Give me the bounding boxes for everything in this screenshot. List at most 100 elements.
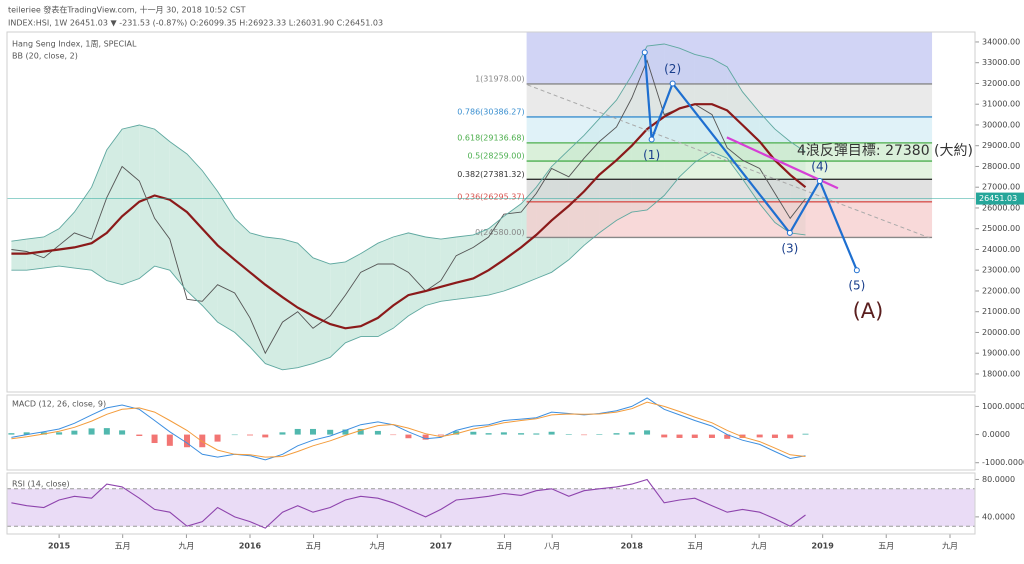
wave-a-annotation: (A) (853, 299, 884, 323)
x-tick-label: 五月 (306, 542, 322, 551)
pane-backgrounds (7, 488, 975, 527)
histogram-bar (231, 434, 238, 436)
x-tick-label: 五月 (687, 542, 703, 551)
main-subtitle: BB (20, close, 2) (12, 52, 78, 61)
band-fill (250, 232, 266, 364)
band-fill (345, 253, 361, 343)
histogram-bar (294, 428, 301, 435)
wave-line (643, 52, 858, 271)
histogram-bar (103, 428, 110, 435)
y-tick-label: 21000.00 (982, 307, 1020, 316)
target-annotation: 4浪反彈目標: 27380 (大約) (797, 143, 973, 159)
histogram-bar (676, 434, 683, 438)
x-tick-label: 九月 (942, 542, 958, 551)
y-tick-label: 33000.00 (982, 58, 1020, 67)
band-fill (43, 228, 60, 269)
band-fill (234, 218, 250, 347)
y-tick-label: 19000.00 (982, 349, 1020, 358)
macd-frame (6, 394, 976, 471)
fib-zone (526, 161, 933, 180)
histogram-bar (661, 434, 668, 438)
y-tick-label: 80.0000 (982, 475, 1015, 484)
histogram-bar (247, 434, 254, 436)
y-tick-label: 18000.00 (982, 369, 1020, 378)
fib-label: 0.618(29136.68) (457, 133, 524, 142)
band-fill (265, 237, 283, 370)
band-fill (456, 234, 474, 300)
histogram-bar (708, 434, 715, 438)
fib-label: 1(31978.00) (475, 74, 525, 83)
histogram-bar (214, 434, 221, 442)
main-frame (6, 31, 976, 393)
band-fill (330, 261, 346, 358)
histogram-bar (88, 428, 95, 435)
series-line (11, 43, 806, 265)
trend-line (527, 84, 930, 239)
band-fill (187, 154, 203, 306)
x-tick-label: 2017 (430, 542, 452, 551)
histogram-bar (184, 434, 191, 448)
wave-point (786, 229, 793, 236)
histogram-bar (533, 433, 540, 435)
histogram-bar (787, 434, 794, 439)
histogram-bar (374, 430, 381, 435)
fib-zone (526, 142, 933, 162)
band-fill (122, 125, 140, 285)
histogram-bar (342, 429, 349, 435)
histogram-bar (802, 433, 809, 435)
histogram-bar (23, 432, 30, 435)
wave-point (816, 177, 823, 184)
series-line (11, 103, 807, 330)
y-tick-label: 40.0000 (982, 512, 1015, 521)
y-tick-label: 30000.00 (982, 120, 1020, 129)
y-tick-label: 34000.00 (982, 37, 1020, 46)
x-tick-label: 五月 (115, 542, 131, 551)
y-tick-label: 29000.00 (982, 141, 1020, 150)
band-fill (313, 257, 331, 364)
histogram-bar (166, 434, 173, 446)
histogram-bar (724, 434, 731, 439)
x-tick-label: 五月 (878, 542, 894, 551)
fib-label: 0.236(26295.37) (457, 192, 524, 201)
y-tick-label: 27000.00 (982, 183, 1020, 192)
x-tick-label: 五月 (496, 542, 512, 551)
band-fill (217, 191, 235, 333)
histogram-bar (548, 431, 555, 435)
band-fill (503, 203, 522, 291)
band-fill (91, 149, 107, 281)
histogram-bar (357, 428, 364, 435)
band-fill (408, 232, 426, 316)
fib-label: 0.786(30386.27) (457, 107, 524, 116)
histogram-bar (309, 428, 316, 435)
y-tick-label: 31000.00 (982, 100, 1020, 109)
histogram-bar (40, 432, 47, 435)
band-fill (202, 170, 218, 323)
series-line (11, 401, 806, 458)
band-fill (473, 228, 489, 298)
histogram-bar (262, 434, 269, 438)
wave-label: (3) (781, 241, 798, 255)
fib-top-zone (526, 32, 933, 84)
band-fill (106, 129, 123, 285)
x-tick-label: 九月 (178, 542, 194, 551)
histogram-bar (151, 434, 158, 444)
y-tick-label: 22000.00 (982, 286, 1020, 295)
fib-label: 0.5(28259.00) (467, 152, 524, 161)
histogram-bar (422, 434, 429, 440)
wave-label: (5) (848, 279, 865, 293)
y-tick-label: 26000.00 (982, 203, 1020, 212)
rsi-title: RSI (14, close) (12, 480, 70, 489)
histogram-bar (453, 431, 460, 435)
histogram-bar (628, 432, 635, 435)
fib-label: 0.382(27381.32) (457, 170, 524, 179)
histogram-bar (327, 429, 334, 435)
histogram-bar (8, 433, 15, 435)
histogram-bar (581, 434, 588, 436)
histogram-bar (279, 432, 286, 435)
wave-label: (1) (643, 148, 660, 162)
band-fill (154, 129, 170, 271)
y-tick-label: 23000.00 (982, 266, 1020, 275)
band-fill (440, 237, 457, 302)
y-tick-label: 24000.00 (982, 245, 1020, 254)
